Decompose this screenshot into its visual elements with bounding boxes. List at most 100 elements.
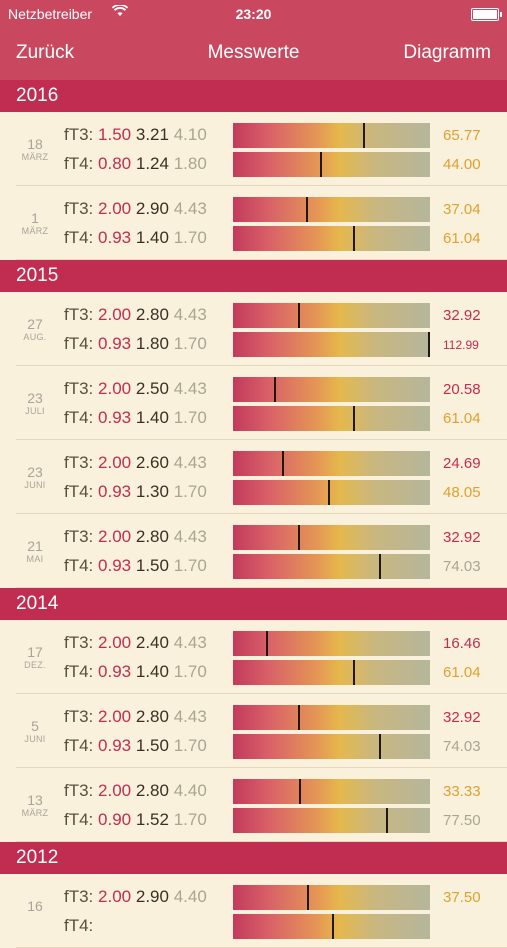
ft3-high-value: 4.43 bbox=[173, 379, 207, 398]
ft4-low-value: 0.93 bbox=[98, 334, 132, 353]
ft3-low-value: 2.00 bbox=[98, 527, 132, 546]
ft4-measured-value: 1.50 bbox=[135, 736, 169, 755]
diagram-button[interactable]: Diagramm bbox=[403, 42, 491, 63]
ft4-label: fT4: bbox=[64, 916, 94, 935]
back-button[interactable]: Zurück bbox=[16, 42, 75, 63]
ft3-label: fT3: bbox=[64, 527, 94, 546]
ft3-values: fT3: 2.00 2.90 4.40 bbox=[64, 887, 207, 907]
ft4-values: fT4: 0.93 1.40 1.70 bbox=[64, 228, 207, 248]
list-item[interactable]: 21 MAI fT3: 2.00 2.80 4.43 32.92 fT4: 0.93 1… bbox=[0, 519, 507, 588]
entry-date: 5 JUNI bbox=[15, 719, 55, 745]
entry-date: 23 JUNI bbox=[15, 465, 55, 491]
ft3-marker bbox=[274, 377, 276, 402]
ft4-percent: 61.04 bbox=[443, 230, 481, 247]
ft3-range-bar bbox=[233, 197, 430, 222]
list-item[interactable]: 16 fT3: 2.00 2.90 4.40 37.50 fT4: bbox=[0, 879, 507, 948]
ft3-label: fT3: bbox=[64, 199, 94, 218]
date-month: MÄRZ bbox=[21, 152, 49, 162]
year-header: 2014 bbox=[0, 588, 507, 620]
ft3-range-bar bbox=[233, 303, 430, 328]
row-separator bbox=[16, 365, 507, 366]
ft3-range-bar bbox=[233, 631, 430, 656]
entry-date: 27 AUG. bbox=[15, 317, 55, 343]
ft4-percent: 61.04 bbox=[443, 664, 481, 681]
ft3-range-bar bbox=[233, 779, 430, 804]
ft4-measured-value: 1.40 bbox=[135, 662, 169, 681]
ft3-low-value: 2.00 bbox=[98, 199, 132, 218]
ft3-values: fT3: 2.00 2.40 4.43 bbox=[64, 633, 207, 653]
ft3-low-value: 2.00 bbox=[98, 781, 132, 800]
ft3-measured-value: 3.21 bbox=[135, 125, 169, 144]
date-day: 23 bbox=[27, 464, 43, 480]
ft4-label: fT4: bbox=[64, 228, 94, 247]
ft4-label: fT4: bbox=[64, 154, 94, 173]
year-header: 2015 bbox=[0, 260, 507, 292]
ft4-measured-value: 1.24 bbox=[135, 154, 169, 173]
list-item[interactable]: 1 MÄRZ fT3: 2.00 2.90 4.43 37.04 fT4: 0.93 1… bbox=[0, 191, 507, 260]
ft3-measured-value: 2.80 bbox=[135, 527, 169, 546]
entry-date: 16 bbox=[15, 899, 55, 914]
wifi-icon bbox=[111, 3, 129, 20]
list-item[interactable]: 23 JUNI fT3: 2.00 2.60 4.43 24.69 fT4: 0.93 … bbox=[0, 445, 507, 514]
year-label: 2016 bbox=[16, 85, 59, 106]
ft4-values: fT4: 0.93 1.40 1.70 bbox=[64, 662, 207, 682]
ft4-label: fT4: bbox=[64, 662, 94, 681]
ft3-marker bbox=[299, 779, 301, 804]
ft3-percent: 37.50 bbox=[443, 889, 481, 906]
ft4-measured-value: 1.80 bbox=[135, 334, 169, 353]
list-item[interactable]: 27 AUG. fT3: 2.00 2.80 4.43 32.92 fT4: 0.93 … bbox=[0, 297, 507, 366]
ft3-measured-value: 2.80 bbox=[135, 781, 169, 800]
status-bar: Netzbetreiber 23:20 bbox=[0, 3, 507, 24]
ft3-percent: 32.92 bbox=[443, 307, 481, 324]
ft3-label: fT3: bbox=[64, 125, 94, 144]
ft4-marker bbox=[320, 152, 322, 177]
entry-date: 23 JULI bbox=[15, 391, 55, 417]
ft3-range-bar bbox=[233, 377, 430, 402]
ft4-low-value: 0.93 bbox=[98, 662, 132, 681]
date-month: MAI bbox=[26, 554, 44, 564]
ft3-values: fT3: 2.00 2.80 4.43 bbox=[64, 527, 207, 547]
list-item[interactable]: 18 MÄRZ fT3: 1.50 3.21 4.10 65.77 fT4: 0.80 … bbox=[0, 117, 507, 186]
ft4-label: fT4: bbox=[64, 408, 94, 427]
ft4-range-bar bbox=[233, 660, 430, 685]
ft4-low-value: 0.93 bbox=[98, 228, 132, 247]
ft3-label: fT3: bbox=[64, 707, 94, 726]
year-header: 2012 bbox=[0, 842, 507, 874]
ft3-percent: 24.69 bbox=[443, 455, 481, 472]
ft4-values: fT4: 0.93 1.30 1.70 bbox=[64, 482, 207, 502]
date-month: DEZ. bbox=[24, 660, 46, 670]
ft4-marker bbox=[353, 226, 355, 251]
ft3-percent: 33.33 bbox=[443, 783, 481, 800]
ft3-high-value: 4.40 bbox=[173, 781, 207, 800]
ft3-values: fT3: 2.00 2.80 4.40 bbox=[64, 781, 207, 801]
ft4-percent: 48.05 bbox=[443, 484, 481, 501]
ft3-low-value: 2.00 bbox=[98, 887, 132, 906]
ft3-high-value: 4.43 bbox=[173, 199, 207, 218]
date-month: MÄRZ bbox=[21, 808, 49, 818]
list-item[interactable]: 17 DEZ. fT3: 2.00 2.40 4.43 16.46 fT4: 0.93 … bbox=[0, 625, 507, 694]
ft4-measured-value: 1.40 bbox=[135, 228, 169, 247]
ft3-marker bbox=[307, 885, 309, 910]
ft3-label: fT3: bbox=[64, 781, 94, 800]
ft4-marker bbox=[379, 734, 381, 759]
date-month: AUG. bbox=[23, 332, 47, 342]
ft3-measured-value: 2.90 bbox=[135, 199, 169, 218]
ft3-measured-value: 2.80 bbox=[135, 305, 169, 324]
ft4-values: fT4: 0.93 1.50 1.70 bbox=[64, 736, 207, 756]
ft4-marker bbox=[332, 914, 334, 939]
list-item[interactable]: 13 MÄRZ fT3: 2.00 2.80 4.40 33.33 fT4: 0.90 … bbox=[0, 773, 507, 842]
date-month: MÄRZ bbox=[21, 226, 49, 236]
ft4-range-bar bbox=[233, 226, 430, 251]
ft3-measured-value: 2.40 bbox=[135, 633, 169, 652]
ft4-high-value: 1.70 bbox=[173, 556, 207, 575]
ft3-measured-value: 2.80 bbox=[135, 707, 169, 726]
ft3-low-value: 2.00 bbox=[98, 633, 132, 652]
ft4-range-bar bbox=[233, 332, 430, 357]
date-day: 16 bbox=[27, 898, 43, 914]
row-separator bbox=[16, 587, 507, 588]
list-item[interactable]: 23 JULI fT3: 2.00 2.50 4.43 20.58 fT4: 0.93 … bbox=[0, 371, 507, 440]
ft4-high-value: 1.70 bbox=[173, 482, 207, 501]
list-item[interactable]: 5 JUNI fT3: 2.00 2.80 4.43 32.92 fT4: 0.93 1… bbox=[0, 699, 507, 768]
measurement-list[interactable]: 2016 18 MÄRZ fT3: 1.50 3.21 4.10 65.77 fT4: 0… bbox=[0, 80, 507, 948]
ft3-marker bbox=[266, 631, 268, 656]
